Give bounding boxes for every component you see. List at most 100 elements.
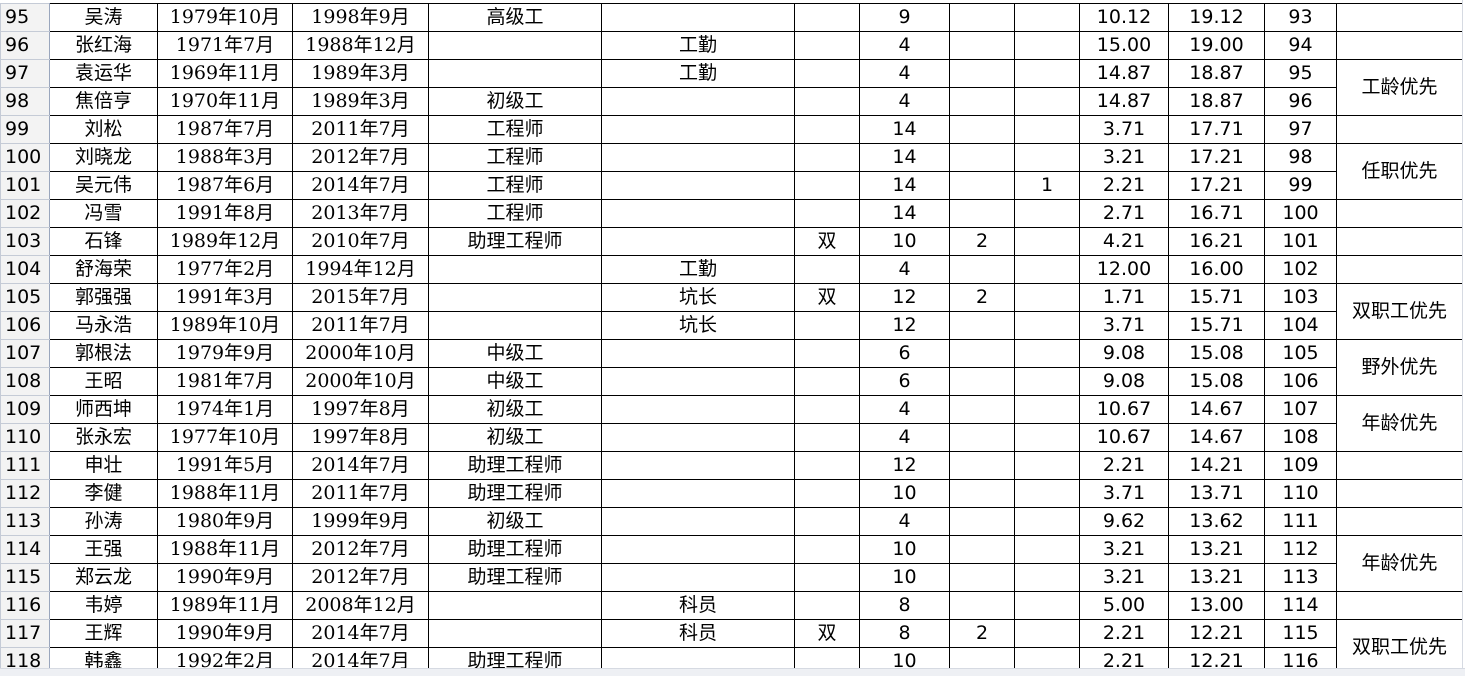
birth-date-cell[interactable]: 1989年11月 [157, 591, 293, 620]
extra-cell[interactable]: 1 [1014, 171, 1080, 200]
total-cell[interactable]: 14.67 [1168, 423, 1265, 452]
birth-date-cell[interactable]: 1991年3月 [157, 283, 293, 312]
name-cell[interactable]: 孙涛 [49, 507, 158, 536]
tech-title-cell[interactable]: 中级工 [428, 339, 602, 368]
score-cell[interactable]: 9 [859, 3, 950, 32]
work-start-cell[interactable]: 2011年7月 [292, 479, 429, 508]
rank-cell[interactable]: 93 [1264, 3, 1337, 32]
score-cell[interactable]: 14 [859, 199, 950, 228]
dual-worker-cell[interactable] [794, 535, 860, 564]
post-cell[interactable] [601, 535, 795, 564]
birth-date-cell[interactable]: 1979年10月 [157, 3, 293, 32]
total-cell[interactable]: 19.00 [1168, 31, 1265, 60]
post-cell[interactable] [601, 339, 795, 368]
dual-worker-cell[interactable] [794, 255, 860, 284]
seniority-cell[interactable]: 10.67 [1079, 395, 1169, 424]
extra-cell[interactable] [1014, 59, 1080, 88]
birth-date-cell[interactable]: 1971年7月 [157, 31, 293, 60]
post-cell[interactable] [601, 171, 795, 200]
bonus-cell[interactable] [949, 591, 1015, 620]
tech-title-cell[interactable] [428, 619, 602, 648]
post-cell[interactable] [601, 115, 795, 144]
score-cell[interactable]: 12 [859, 311, 950, 340]
row-header[interactable]: 101 [0, 171, 50, 200]
post-cell[interactable] [601, 395, 795, 424]
score-cell[interactable]: 4 [859, 87, 950, 116]
rank-cell[interactable]: 111 [1264, 507, 1337, 536]
priority-note-cell[interactable]: 野外优先 [1336, 339, 1463, 396]
birth-date-cell[interactable]: 1981年7月 [157, 367, 293, 396]
row-header[interactable]: 96 [0, 31, 50, 60]
row-header[interactable]: 100 [0, 143, 50, 172]
seniority-cell[interactable]: 10.12 [1079, 3, 1169, 32]
dual-worker-cell[interactable] [794, 395, 860, 424]
rank-cell[interactable]: 104 [1264, 311, 1337, 340]
bonus-cell[interactable] [949, 535, 1015, 564]
post-cell[interactable] [601, 227, 795, 256]
total-cell[interactable]: 16.71 [1168, 199, 1265, 228]
score-cell[interactable]: 8 [859, 591, 950, 620]
seniority-cell[interactable]: 4.21 [1079, 227, 1169, 256]
name-cell[interactable]: 王辉 [49, 619, 158, 648]
extra-cell[interactable] [1014, 143, 1080, 172]
score-cell[interactable]: 12 [859, 451, 950, 480]
seniority-cell[interactable]: 14.87 [1079, 59, 1169, 88]
tech-title-cell[interactable]: 初级工 [428, 395, 602, 424]
score-cell[interactable]: 10 [859, 479, 950, 508]
total-cell[interactable]: 12.21 [1168, 619, 1265, 648]
post-cell[interactable]: 工勤 [601, 255, 795, 284]
seniority-cell[interactable]: 3.71 [1079, 479, 1169, 508]
rank-cell[interactable]: 113 [1264, 563, 1337, 592]
tech-title-cell[interactable] [428, 311, 602, 340]
seniority-cell[interactable]: 3.21 [1079, 535, 1169, 564]
name-cell[interactable]: 冯雪 [49, 199, 158, 228]
tech-title-cell[interactable]: 工程师 [428, 171, 602, 200]
tech-title-cell[interactable]: 初级工 [428, 423, 602, 452]
name-cell[interactable]: 申壮 [49, 451, 158, 480]
extra-cell[interactable] [1014, 395, 1080, 424]
row-header[interactable]: 115 [0, 563, 50, 592]
extra-cell[interactable] [1014, 3, 1080, 32]
score-cell[interactable]: 14 [859, 171, 950, 200]
bonus-cell[interactable]: 2 [949, 227, 1015, 256]
total-cell[interactable]: 15.71 [1168, 283, 1265, 312]
total-cell[interactable]: 14.67 [1168, 395, 1265, 424]
name-cell[interactable]: 舒海荣 [49, 255, 158, 284]
seniority-cell[interactable]: 3.71 [1079, 115, 1169, 144]
name-cell[interactable]: 郑云龙 [49, 563, 158, 592]
name-cell[interactable]: 王昭 [49, 367, 158, 396]
bonus-cell[interactable] [949, 367, 1015, 396]
birth-date-cell[interactable]: 1991年8月 [157, 199, 293, 228]
work-start-cell[interactable]: 1988年12月 [292, 31, 429, 60]
seniority-cell[interactable]: 3.21 [1079, 563, 1169, 592]
name-cell[interactable]: 焦倍亨 [49, 87, 158, 116]
total-cell[interactable]: 15.08 [1168, 367, 1265, 396]
birth-date-cell[interactable]: 1979年9月 [157, 339, 293, 368]
birth-date-cell[interactable]: 1969年11月 [157, 59, 293, 88]
total-cell[interactable]: 18.87 [1168, 87, 1265, 116]
total-cell[interactable]: 15.08 [1168, 339, 1265, 368]
seniority-cell[interactable]: 14.87 [1079, 87, 1169, 116]
dual-worker-cell[interactable] [794, 367, 860, 396]
row-header[interactable]: 113 [0, 507, 50, 536]
dual-worker-cell[interactable] [794, 31, 860, 60]
tech-title-cell[interactable]: 初级工 [428, 507, 602, 536]
row-header[interactable]: 95 [0, 3, 50, 32]
rank-cell[interactable]: 112 [1264, 535, 1337, 564]
post-cell[interactable] [601, 3, 795, 32]
priority-note-cell[interactable]: 任职优先 [1336, 143, 1463, 200]
row-header[interactable]: 108 [0, 367, 50, 396]
name-cell[interactable]: 张红海 [49, 31, 158, 60]
priority-note-cell[interactable] [1336, 227, 1463, 256]
priority-note-cell[interactable]: 工龄优先 [1336, 59, 1463, 116]
total-cell[interactable]: 16.21 [1168, 227, 1265, 256]
tech-title-cell[interactable]: 助理工程师 [428, 563, 602, 592]
spreadsheet-grid[interactable]: 95 吴涛 1979年10月 1998年9月 高级工 9 10.12 19.12 93 96 张红海… [0, 3, 1463, 676]
total-cell[interactable]: 17.21 [1168, 143, 1265, 172]
dual-worker-cell[interactable] [794, 563, 860, 592]
priority-note-cell[interactable]: 双职工优先 [1336, 283, 1463, 340]
birth-date-cell[interactable]: 1990年9月 [157, 619, 293, 648]
extra-cell[interactable] [1014, 255, 1080, 284]
priority-note-cell[interactable] [1336, 115, 1463, 144]
work-start-cell[interactable]: 1994年12月 [292, 255, 429, 284]
